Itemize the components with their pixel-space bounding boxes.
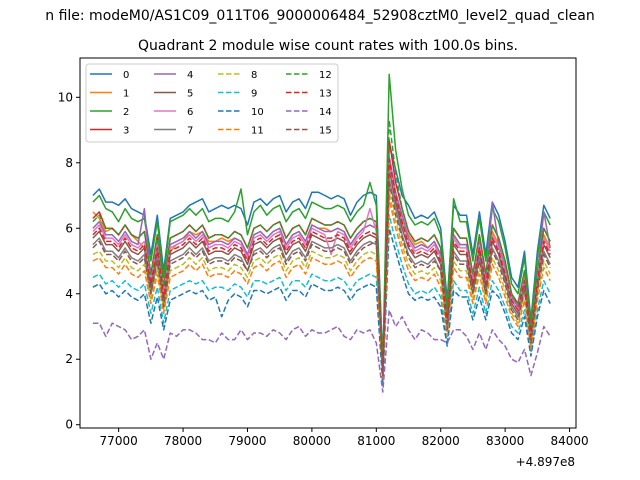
legend-label: 15 xyxy=(319,126,332,137)
series-line-8 xyxy=(92,191,551,380)
legend-label: 7 xyxy=(187,126,193,137)
series-line-11 xyxy=(92,198,551,380)
legend-entry-7: 7 xyxy=(154,126,193,137)
legend-entry-6: 6 xyxy=(154,107,193,118)
y-tick-label: 0 xyxy=(65,418,73,432)
y-tick-label: 2 xyxy=(65,352,73,366)
legend-entry-13: 13 xyxy=(286,89,332,100)
legend-entry-14: 14 xyxy=(286,107,332,118)
legend-entry-5: 5 xyxy=(154,89,193,100)
x-tick-label: 77000 xyxy=(100,434,138,448)
legend-label: 1 xyxy=(123,89,129,100)
series-line-2 xyxy=(92,73,551,367)
x-offset-label: +4.897e8 xyxy=(516,455,575,469)
y-tick-label: 8 xyxy=(65,156,73,170)
legend-label: 8 xyxy=(251,70,257,81)
y-tick-label: 4 xyxy=(65,287,73,301)
legend-label: 14 xyxy=(319,107,332,118)
page-title: n file: modeM0/AS1C09_011T06_9000006484_… xyxy=(45,8,594,24)
legend-entry-9: 9 xyxy=(218,89,257,100)
y-tick-label: 6 xyxy=(65,221,73,235)
legend-box xyxy=(85,63,339,143)
series-line-14 xyxy=(92,309,551,393)
x-tick-label: 80000 xyxy=(293,434,331,448)
x-tick-label: 81000 xyxy=(357,434,395,448)
legend-label: 5 xyxy=(187,89,193,100)
legend-entry-0: 0 xyxy=(90,70,129,81)
series-line-10 xyxy=(92,227,551,387)
legend-label: 11 xyxy=(251,126,264,137)
legend-label: 0 xyxy=(123,70,129,81)
legend-entry-3: 3 xyxy=(90,126,129,137)
legend-entry-8: 8 xyxy=(218,70,257,81)
x-tick-label: 79000 xyxy=(228,434,266,448)
x-tick-label: 82000 xyxy=(422,434,460,448)
chart-title: Quadrant 2 module wise count rates with … xyxy=(138,38,518,54)
legend-label: 2 xyxy=(123,107,129,118)
series-line-15 xyxy=(92,181,551,377)
legend-label: 3 xyxy=(123,126,129,137)
legend-entry-2: 2 xyxy=(90,107,129,118)
legend-label: 12 xyxy=(319,70,332,81)
legend-label: 9 xyxy=(251,89,257,100)
x-tick-label: 83000 xyxy=(486,434,524,448)
plot-frame xyxy=(79,57,577,429)
legend-label: 10 xyxy=(251,107,264,118)
legend-entry-15: 15 xyxy=(286,126,332,137)
x-tick-label: 84000 xyxy=(550,434,588,448)
legend-label: 6 xyxy=(187,107,193,118)
legend-entry-12: 12 xyxy=(286,70,332,81)
legend-label: 13 xyxy=(319,89,332,100)
legend-entry-11: 11 xyxy=(218,126,264,137)
legend-label: 4 xyxy=(187,70,193,81)
y-tick-label: 10 xyxy=(58,90,73,104)
legend-entry-4: 4 xyxy=(154,70,193,81)
series-line-13 xyxy=(92,158,551,374)
legend-entry-1: 1 xyxy=(90,89,129,100)
x-tick-label: 78000 xyxy=(164,434,202,448)
legend-entry-10: 10 xyxy=(218,107,264,118)
series-line-12 xyxy=(92,119,551,370)
